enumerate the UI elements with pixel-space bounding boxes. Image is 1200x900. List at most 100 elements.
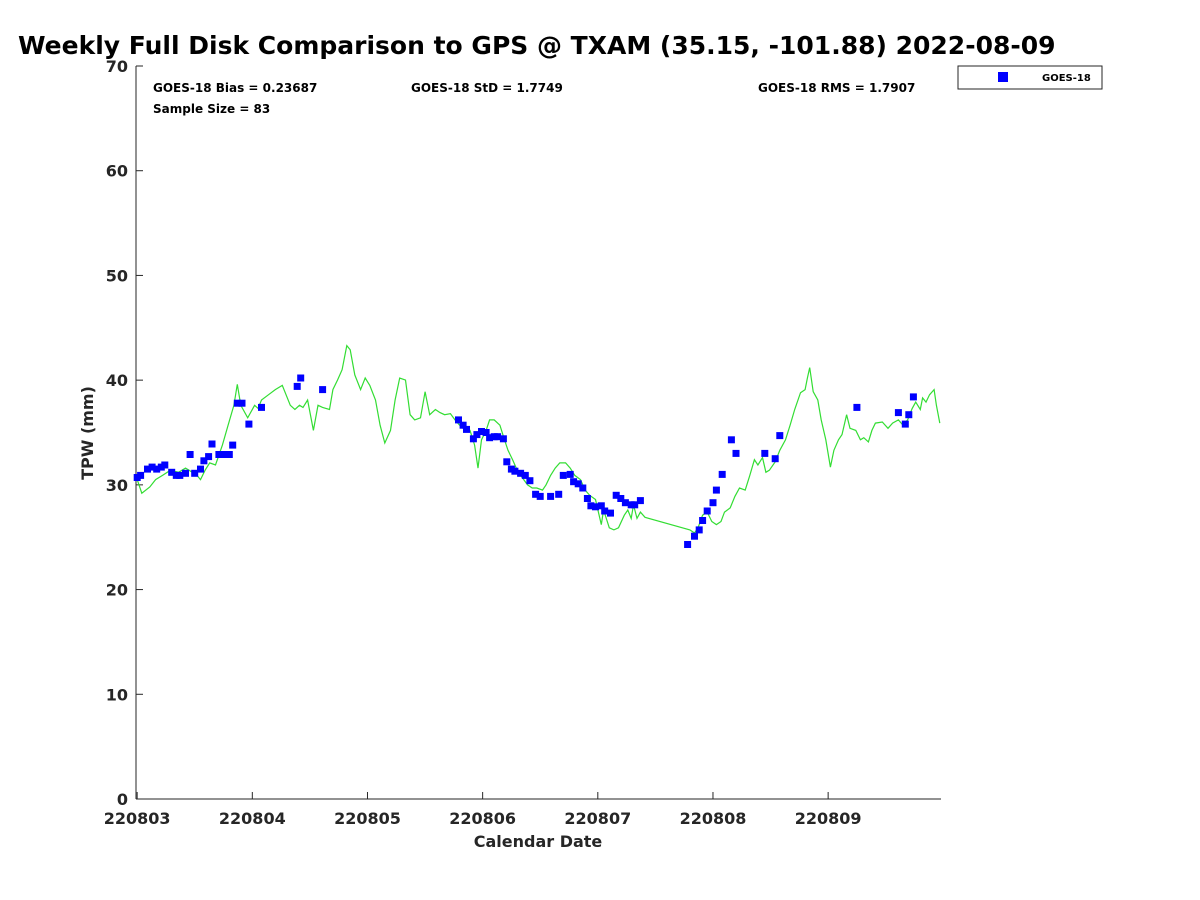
- bias-annotation: GOES-18 Bias = 0.23687: [153, 81, 317, 95]
- goes18-data-point: [574, 480, 582, 488]
- goes18-data-point: [732, 449, 740, 457]
- y-tick-label: 0: [117, 790, 128, 809]
- goes18-data-point: [499, 435, 507, 443]
- legend-box: [957, 65, 1103, 90]
- goes18-data-point: [621, 499, 629, 507]
- goes18-data-point: [168, 468, 176, 476]
- goes18-data-point: [238, 399, 246, 407]
- legend-marker-goes18: [998, 72, 1008, 82]
- goes18-data-point: [532, 490, 540, 498]
- goes18-data-point: [225, 451, 233, 458]
- goes18-data-point: [511, 467, 519, 475]
- y-axis-label: TPW (mm): [78, 386, 97, 480]
- goes18-data-point: [245, 420, 253, 428]
- y-tick-label: 60: [106, 162, 128, 181]
- goes18-data-point: [583, 495, 591, 502]
- goes18-data-point: [517, 469, 525, 477]
- goes18-data-point: [636, 497, 644, 505]
- goes18-data-point: [536, 492, 544, 500]
- y-tick-label: 50: [106, 266, 128, 285]
- goes18-data-point: [699, 517, 707, 524]
- goes18-data-point: [503, 458, 511, 466]
- y-tick-label: 30: [106, 476, 128, 495]
- goes18-data-point: [684, 541, 692, 548]
- goes18-data-point: [617, 495, 625, 502]
- goes18-data-point: [691, 532, 698, 540]
- y-tick-label: 10: [106, 685, 128, 704]
- goes18-data-point: [547, 492, 555, 500]
- goes18-data-point: [607, 509, 614, 517]
- goes18-data-point: [526, 477, 534, 485]
- x-tick-label: 220809: [795, 809, 862, 828]
- goes18-data-point: [293, 382, 301, 390]
- goes18-data-point: [905, 411, 913, 419]
- goes18-data-point: [601, 507, 609, 515]
- goes18-data-point: [176, 471, 184, 479]
- goes18-data-point: [482, 429, 490, 436]
- goes18-data-point: [148, 463, 156, 471]
- goes18-data-point: [463, 425, 470, 433]
- y-tick-label: 70: [106, 57, 128, 76]
- goes18-data-point: [727, 436, 735, 444]
- goes18-data-point: [478, 428, 485, 435]
- goes18-data-point: [592, 503, 599, 511]
- goes18-data-point: [205, 453, 213, 461]
- goes18-data-point: [566, 470, 574, 478]
- goes18-data-point: [776, 432, 784, 440]
- goes18-data-point: [137, 471, 145, 479]
- goes18-data-point: [612, 491, 620, 499]
- plot-background: [136, 66, 941, 799]
- goes18-data-point: [186, 451, 194, 458]
- goes18-data-point: [703, 507, 711, 515]
- goes18-data-point: [853, 403, 861, 411]
- x-tick-label: 220808: [680, 809, 747, 828]
- goes18-data-point: [200, 457, 208, 465]
- goes18-data-point: [555, 490, 563, 498]
- goes18-data-point: [208, 440, 216, 448]
- goes18-data-point: [297, 374, 305, 382]
- x-tick-label: 220803: [104, 809, 171, 828]
- goes18-data-point: [559, 471, 567, 479]
- goes18-data-point: [469, 435, 477, 443]
- x-tick-label: 220807: [564, 809, 631, 828]
- goes18-data-point: [494, 433, 502, 441]
- goes18-data-point: [161, 461, 169, 469]
- rms-annotation: GOES-18 RMS = 1.7907: [758, 81, 915, 95]
- goes18-data-point: [229, 441, 237, 449]
- legend-label-goes18: GOES-18: [1042, 73, 1091, 84]
- goes18-data-point: [894, 409, 902, 417]
- goes18-data-point: [771, 455, 779, 463]
- x-tick-label: 220806: [449, 809, 516, 828]
- goes18-data-point: [459, 421, 467, 429]
- goes18-data-point: [197, 465, 204, 473]
- goes18-data-point: [579, 484, 587, 492]
- goes18-data-point: [570, 478, 578, 486]
- gps-tpw-line: [136, 344, 941, 534]
- goes18-data-point: [455, 416, 462, 424]
- goes18-data-point: [182, 469, 189, 477]
- goes18-data-point: [144, 465, 151, 473]
- y-tick-label: 40: [106, 371, 128, 390]
- sample-size-annotation: Sample Size = 83: [153, 102, 270, 116]
- x-tick-label: 220804: [219, 809, 286, 828]
- goes18-data-point: [258, 403, 265, 411]
- goes18-data-point: [718, 470, 726, 478]
- goes18-data-point: [901, 420, 909, 428]
- goes18-data-point: [709, 499, 717, 507]
- goes18-data-point: [191, 469, 199, 477]
- x-axis-label: Calendar Date: [474, 832, 603, 851]
- goes18-data-point: [587, 502, 595, 510]
- std-annotation: GOES-18 StD = 1.7749: [411, 81, 563, 95]
- goes18-data-point: [761, 449, 769, 457]
- goes18-data-point: [486, 434, 494, 442]
- plot-area: 220803 220804 220805 220806 220807 220808 2208…: [104, 57, 941, 828]
- goes18-data-point: [712, 486, 720, 494]
- goes18-data-point: [597, 502, 605, 510]
- chart-title: Weekly Full Disk Comparison to GPS @ TXA…: [18, 31, 1056, 60]
- y-tick-label: 20: [106, 581, 128, 600]
- goes18-data-point: [909, 393, 917, 401]
- goes18-data-point: [695, 526, 703, 534]
- legend: GOES-18: [957, 65, 1103, 90]
- goes18-data-point: [233, 399, 241, 407]
